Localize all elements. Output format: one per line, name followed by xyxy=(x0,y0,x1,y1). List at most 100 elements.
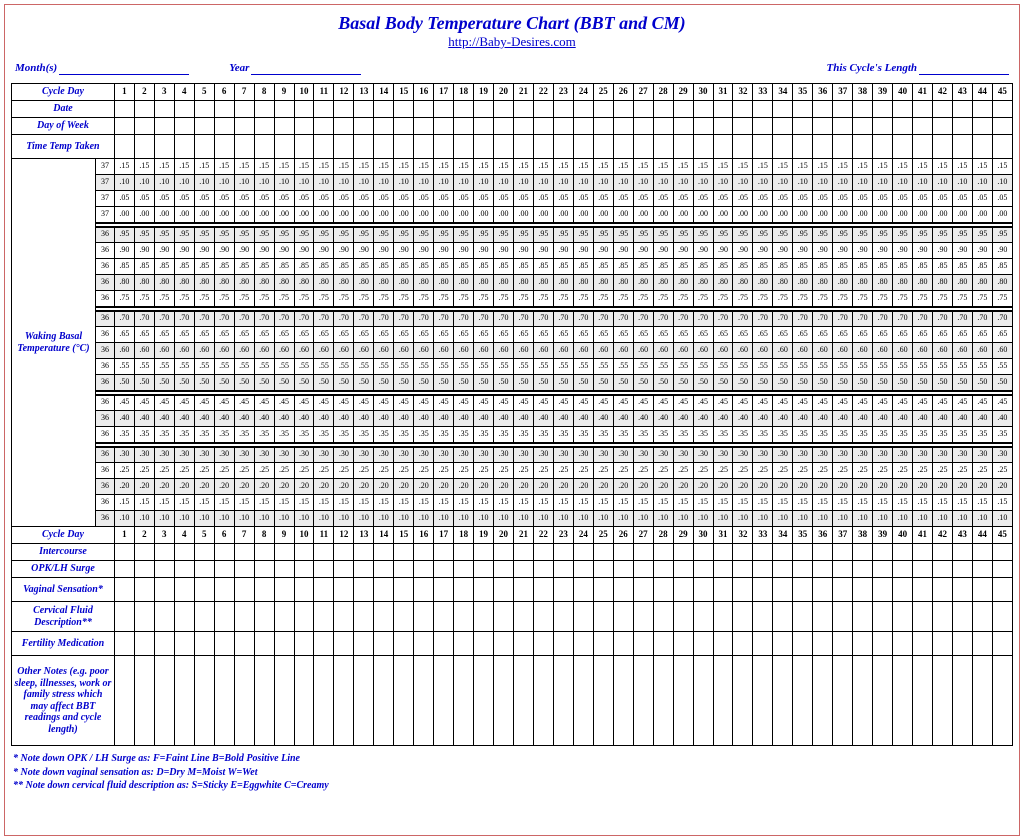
temp-cell[interactable]: .60 xyxy=(154,343,174,359)
notes-row-cell[interactable] xyxy=(214,656,234,746)
temp-cell[interactable]: .50 xyxy=(214,375,234,391)
dow-row-cell[interactable] xyxy=(952,118,972,135)
temp-cell[interactable]: .80 xyxy=(194,275,214,291)
temp-cell[interactable]: .00 xyxy=(893,207,913,223)
temp-cell[interactable]: .80 xyxy=(234,275,254,291)
temp-cell[interactable]: .00 xyxy=(533,207,553,223)
temp-cell[interactable]: .80 xyxy=(933,275,953,291)
temp-cell[interactable]: .70 xyxy=(833,311,853,327)
temp-cell[interactable]: .30 xyxy=(194,447,214,463)
temp-cell[interactable]: .00 xyxy=(952,207,972,223)
time-temp-row-cell[interactable] xyxy=(952,135,972,159)
temp-cell[interactable]: .55 xyxy=(952,359,972,375)
temp-cell[interactable]: .00 xyxy=(793,207,813,223)
temp-cell[interactable]: .10 xyxy=(913,511,933,527)
temp-cell[interactable]: .80 xyxy=(733,275,753,291)
temp-cell[interactable]: .90 xyxy=(513,243,533,259)
temp-cell[interactable]: .90 xyxy=(314,243,334,259)
temp-cell[interactable]: .60 xyxy=(474,343,494,359)
dow-row-cell[interactable] xyxy=(513,118,533,135)
temp-cell[interactable]: .35 xyxy=(992,427,1012,443)
fertility-row-cell[interactable] xyxy=(733,632,753,656)
vaginal-row-cell[interactable] xyxy=(653,578,673,602)
dow-row-cell[interactable] xyxy=(693,118,713,135)
temp-cell[interactable]: .30 xyxy=(134,447,154,463)
notes-row-cell[interactable] xyxy=(952,656,972,746)
temp-cell[interactable]: .30 xyxy=(833,447,853,463)
temp-cell[interactable]: .10 xyxy=(972,511,992,527)
temp-cell[interactable]: .85 xyxy=(414,259,434,275)
temp-cell[interactable]: .35 xyxy=(693,427,713,443)
temp-cell[interactable]: .80 xyxy=(793,275,813,291)
temp-cell[interactable]: .95 xyxy=(334,227,354,243)
temp-cell[interactable]: .80 xyxy=(134,275,154,291)
temp-cell[interactable]: .05 xyxy=(753,191,773,207)
fertility-row-cell[interactable] xyxy=(294,632,314,656)
temp-cell[interactable]: .60 xyxy=(733,343,753,359)
temp-cell[interactable]: .15 xyxy=(354,159,374,175)
temp-cell[interactable]: .05 xyxy=(633,191,653,207)
temp-cell[interactable]: .80 xyxy=(613,275,633,291)
fertility-row-cell[interactable] xyxy=(713,632,733,656)
temp-cell[interactable]: .40 xyxy=(833,411,853,427)
temp-cell[interactable]: .50 xyxy=(354,375,374,391)
temp-cell[interactable]: .15 xyxy=(454,159,474,175)
vaginal-row-cell[interactable] xyxy=(693,578,713,602)
date-row-cell[interactable] xyxy=(394,101,414,118)
temp-cell[interactable]: .90 xyxy=(394,243,414,259)
temp-cell[interactable]: .10 xyxy=(972,175,992,191)
temp-cell[interactable]: .20 xyxy=(693,479,713,495)
temp-cell[interactable]: .35 xyxy=(673,427,693,443)
cervical-row-cell[interactable] xyxy=(853,602,873,632)
cervical-row-cell[interactable] xyxy=(873,602,893,632)
temp-cell[interactable]: .10 xyxy=(933,175,953,191)
temp-cell[interactable]: .15 xyxy=(893,495,913,511)
temp-cell[interactable]: .15 xyxy=(533,159,553,175)
notes-row-cell[interactable] xyxy=(134,656,154,746)
intercourse-row-cell[interactable] xyxy=(893,544,913,561)
temp-cell[interactable]: .65 xyxy=(194,327,214,343)
temp-cell[interactable]: .15 xyxy=(733,159,753,175)
temp-cell[interactable]: .35 xyxy=(613,427,633,443)
time-temp-row-cell[interactable] xyxy=(893,135,913,159)
opk-row-cell[interactable] xyxy=(194,561,214,578)
temp-cell[interactable]: .25 xyxy=(134,463,154,479)
intercourse-row-cell[interactable] xyxy=(613,544,633,561)
temp-cell[interactable]: .30 xyxy=(972,447,992,463)
temp-cell[interactable]: .35 xyxy=(214,427,234,443)
temp-cell[interactable]: .30 xyxy=(474,447,494,463)
temp-cell[interactable]: .05 xyxy=(853,191,873,207)
temp-cell[interactable]: .85 xyxy=(913,259,933,275)
temp-cell[interactable]: .30 xyxy=(733,447,753,463)
temp-cell[interactable]: .25 xyxy=(673,463,693,479)
temp-cell[interactable]: .80 xyxy=(952,275,972,291)
temp-cell[interactable]: .55 xyxy=(693,359,713,375)
cervical-row-cell[interactable] xyxy=(573,602,593,632)
temp-cell[interactable]: .95 xyxy=(474,227,494,243)
temp-cell[interactable]: .65 xyxy=(314,327,334,343)
temp-cell[interactable]: .95 xyxy=(713,227,733,243)
temp-cell[interactable]: .75 xyxy=(114,291,134,307)
temp-cell[interactable]: .00 xyxy=(494,207,514,223)
temp-cell[interactable]: .75 xyxy=(494,291,514,307)
temp-cell[interactable]: .60 xyxy=(454,343,474,359)
temp-cell[interactable]: .15 xyxy=(593,495,613,511)
vaginal-row-cell[interactable] xyxy=(553,578,573,602)
cervical-row-cell[interactable] xyxy=(593,602,613,632)
temp-cell[interactable]: .95 xyxy=(513,227,533,243)
temp-cell[interactable]: .70 xyxy=(613,311,633,327)
temp-cell[interactable]: .65 xyxy=(972,327,992,343)
temp-cell[interactable]: .20 xyxy=(893,479,913,495)
temp-cell[interactable]: .80 xyxy=(553,275,573,291)
intercourse-row-cell[interactable] xyxy=(494,544,514,561)
temp-cell[interactable]: .10 xyxy=(234,511,254,527)
dow-row-cell[interactable] xyxy=(733,118,753,135)
temp-cell[interactable]: .95 xyxy=(533,227,553,243)
intercourse-row-cell[interactable] xyxy=(533,544,553,561)
temp-cell[interactable]: .80 xyxy=(593,275,613,291)
temp-cell[interactable]: .85 xyxy=(454,259,474,275)
time-temp-row-cell[interactable] xyxy=(194,135,214,159)
date-row-cell[interactable] xyxy=(454,101,474,118)
temp-cell[interactable]: .25 xyxy=(913,463,933,479)
opk-row-cell[interactable] xyxy=(314,561,334,578)
